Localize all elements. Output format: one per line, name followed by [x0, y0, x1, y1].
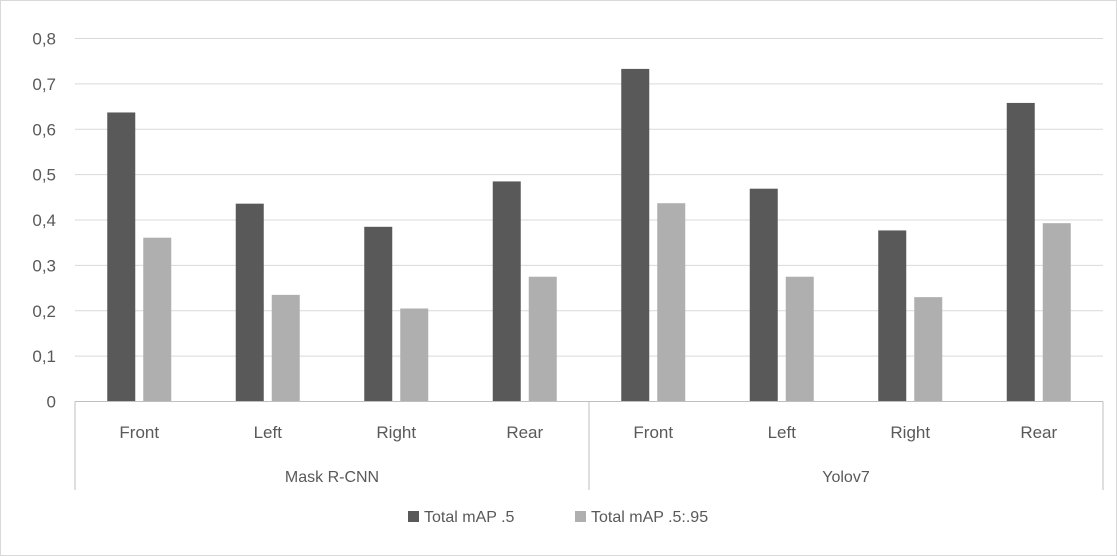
bar: [878, 230, 907, 402]
bar: [528, 276, 557, 402]
group-label: Mask R-CNN: [285, 469, 379, 486]
y-tick-label: 0,4: [32, 211, 56, 230]
category-label: Right: [890, 423, 930, 442]
group-label: Yolov7: [822, 469, 870, 486]
bar: [400, 308, 429, 402]
category-label: Right: [376, 423, 416, 442]
category-label: Left: [768, 423, 797, 442]
category-label: Left: [254, 423, 283, 442]
bar: [1042, 223, 1071, 402]
category-label: Rear: [1020, 423, 1057, 442]
bar: [107, 112, 136, 402]
bar: [492, 181, 521, 402]
legend-swatch: [408, 511, 419, 522]
legend-label: Total mAP .5: [424, 509, 515, 526]
bar: [785, 276, 814, 402]
y-tick-label: 0,5: [32, 166, 56, 185]
bar: [143, 237, 172, 402]
bar: [657, 203, 686, 402]
bar: [749, 188, 778, 402]
y-tick-label: 0,3: [32, 256, 56, 275]
y-tick-label: 0,8: [32, 30, 56, 49]
y-tick-label: 0,7: [32, 75, 56, 94]
bar: [271, 294, 300, 402]
y-tick-label: 0: [47, 393, 56, 412]
y-tick-label: 0,6: [32, 120, 56, 139]
legend-label: Total mAP .5:.95: [591, 509, 708, 526]
category-label: Rear: [506, 423, 543, 442]
bar: [1006, 102, 1035, 402]
y-tick-label: 0,1: [32, 347, 56, 366]
legend-swatch: [575, 511, 586, 522]
bar: [235, 203, 264, 402]
bar: [621, 68, 650, 402]
bar: [914, 297, 943, 402]
category-label: Front: [633, 423, 673, 442]
y-tick-label: 0,2: [32, 302, 56, 321]
bar: [364, 226, 393, 402]
category-label: Front: [119, 423, 159, 442]
